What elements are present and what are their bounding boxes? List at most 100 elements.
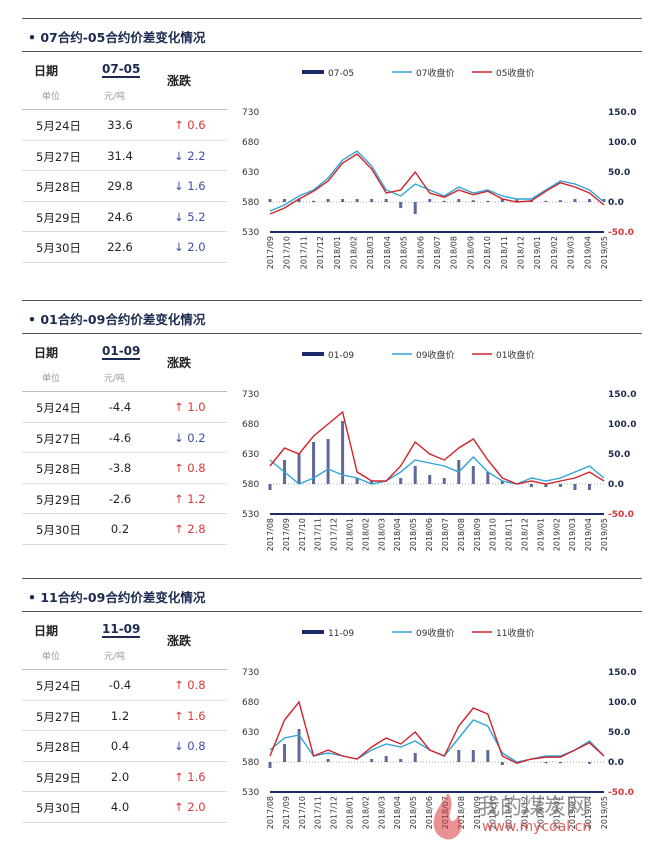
row-value: -3.8 xyxy=(108,461,132,475)
y-left-tick: 730 xyxy=(242,108,259,118)
table-row: 5月30日 0.2 ↑ 2.8 xyxy=(22,514,227,545)
y-right-tick: 0.0 xyxy=(608,480,624,490)
spread-panel: • 01合约-09合约价差变化情况 日期 01-09 单位 元/吨 涨跌 5月2… xyxy=(22,300,642,560)
panel-title: • 01合约-09合约价差变化情况 xyxy=(22,300,642,334)
arrow-up-icon: ↑ xyxy=(174,461,184,475)
x-tick-label: 2019/04 xyxy=(583,236,592,269)
contract-header: 11-09 xyxy=(102,622,141,638)
y-left-tick: 530 xyxy=(242,788,259,798)
x-tick-label: 2018/04 xyxy=(393,518,402,551)
unit-value: 元/吨 xyxy=(104,374,126,384)
unit-label: 单位 xyxy=(42,374,61,384)
arrow-up-icon: ↑ xyxy=(174,678,184,692)
table-row: 5月29日 -2.6 ↑ 1.2 xyxy=(22,484,227,514)
row-date: 5月27日 xyxy=(36,149,81,164)
table-row: 5月27日 -4.6 ↓ 0.2 xyxy=(22,423,227,453)
table-row: 5月28日 -3.8 ↑ 0.8 xyxy=(22,453,227,484)
watermark: 我的煤炭网 www.mycoal.cn xyxy=(418,785,648,845)
change-value: 1.2 xyxy=(187,491,206,506)
unit-value: 元/吨 xyxy=(104,652,126,662)
y-right-tick: 0.0 xyxy=(608,198,624,208)
x-tick-label: 2018/01 xyxy=(333,236,342,269)
row-change: ↑ 1.0 xyxy=(174,400,206,414)
x-tick-label: 2018/09 xyxy=(466,236,475,269)
row-date: 5月27日 xyxy=(36,709,81,724)
price-line-a xyxy=(269,719,605,763)
panel-title: • 07合约-05合约价差变化情况 xyxy=(22,18,642,52)
y-left-tick: 630 xyxy=(242,168,259,178)
y-left-tick: 730 xyxy=(242,668,259,678)
row-change: ↓ 2.2 xyxy=(174,149,206,163)
arrow-down-icon: ↓ xyxy=(174,148,184,163)
x-tick-label: 2018/05 xyxy=(409,518,418,551)
x-tick-label: 2018/09 xyxy=(473,518,482,551)
row-value: -2.6 xyxy=(108,491,132,506)
change-value: 1.6 xyxy=(187,708,206,723)
spread-chart: 01-09 09收盘价 01收盘价 730 680 630 580 530 150.0 100.0… xyxy=(242,349,636,551)
change-value: 5.2 xyxy=(187,209,206,224)
legend-label: 01收盘价 xyxy=(496,349,534,361)
row-change: ↑ 2.0 xyxy=(174,800,206,814)
row-value: 33.6 xyxy=(107,118,133,132)
row-value: 31.4 xyxy=(107,148,133,163)
legend-label: 07收盘价 xyxy=(416,67,454,79)
row-value: -4.4 xyxy=(108,400,132,414)
arrow-down-icon: ↓ xyxy=(174,739,184,753)
legend-label: 11收盘价 xyxy=(496,627,534,639)
row-change: ↑ 2.8 xyxy=(174,522,206,536)
y-left-tick: 730 xyxy=(242,390,259,400)
flame-logo-icon xyxy=(433,793,462,840)
date-header: 日期 xyxy=(34,346,59,360)
table-header: 日期 07-05 单位 元/吨 涨跌 xyxy=(22,52,227,110)
arrow-up-icon: ↑ xyxy=(174,491,184,506)
legend-label: 07-05 xyxy=(328,69,354,79)
change-value: 0.8 xyxy=(187,739,206,753)
row-date: 5月28日 xyxy=(36,462,81,476)
row-change: ↑ 0.8 xyxy=(174,461,206,475)
table-row: 5月29日 2.0 ↑ 1.6 xyxy=(22,762,227,792)
table-row: 5月24日 33.6 ↑ 0.6 xyxy=(22,110,227,141)
y-right-tick: -50.0 xyxy=(608,510,634,520)
x-tick-label: 2017/12 xyxy=(330,796,339,829)
watermark-name: 我的煤炭网 xyxy=(478,795,589,820)
y-left-tick: 630 xyxy=(242,450,259,460)
x-tick-label: 2017/08 xyxy=(266,796,275,829)
x-tick-label: 2018/01 xyxy=(346,518,355,551)
x-tick-label: 2018/12 xyxy=(520,796,529,829)
x-tick-label: 2018/03 xyxy=(366,236,375,269)
x-tick-label: 2018/10 xyxy=(489,518,498,551)
x-tick-label: 2017/11 xyxy=(314,518,323,551)
panel-title: • 11合约-09合约价差变化情况 xyxy=(22,578,642,612)
x-tick-label: 2019/02 xyxy=(552,796,561,829)
row-value: 2.0 xyxy=(110,769,130,784)
arrow-up-icon: ↑ xyxy=(174,769,184,784)
x-tick-label: 2018/02 xyxy=(350,236,359,269)
row-date: 5月28日 xyxy=(36,180,81,194)
row-date: 5月24日 xyxy=(36,119,81,133)
row-value: 4.0 xyxy=(110,800,130,814)
y-right-tick: 50.0 xyxy=(608,168,630,178)
x-tick-label: 2017/10 xyxy=(283,236,292,269)
y-left-tick: 630 xyxy=(242,728,259,738)
row-change: ↓ 0.8 xyxy=(174,739,206,753)
x-tick-label: 2018/08 xyxy=(457,518,466,551)
row-change: ↑ 0.6 xyxy=(174,118,206,132)
table-row: 5月28日 29.8 ↓ 1.6 xyxy=(22,171,227,202)
x-tick-label: 2019/03 xyxy=(567,236,576,269)
arrow-up-icon: ↑ xyxy=(174,800,184,814)
spread-table: 日期 11-09 单位 元/吨 涨跌 5月24日 -0.4 ↑ 0.8 5月27… xyxy=(22,612,227,823)
x-tick-label: 2018/05 xyxy=(400,236,409,269)
change-value: 2.0 xyxy=(187,800,206,814)
table-row: 5月27日 1.2 ↑ 1.6 xyxy=(22,701,227,731)
row-change: ↓ 2.0 xyxy=(174,240,206,254)
spread-chart: 07-05 07收盘价 05收盘价 730 680 630 580 530 150.0 100.0… xyxy=(242,67,636,269)
spread-panel: • 11合约-09合约价差变化情况 日期 11-09 单位 元/吨 涨跌 5月2… xyxy=(22,578,642,838)
row-date: 5月30日 xyxy=(36,801,81,815)
x-tick-label: 2018/11 xyxy=(505,796,514,829)
change-value: 2.0 xyxy=(187,240,206,254)
row-change: ↑ 1.6 xyxy=(174,709,206,723)
y-right-tick: 100.0 xyxy=(608,698,636,708)
row-date: 5月29日 xyxy=(36,210,81,225)
row-value: 24.6 xyxy=(107,209,133,224)
x-tick-label: 2017/11 xyxy=(299,236,308,269)
